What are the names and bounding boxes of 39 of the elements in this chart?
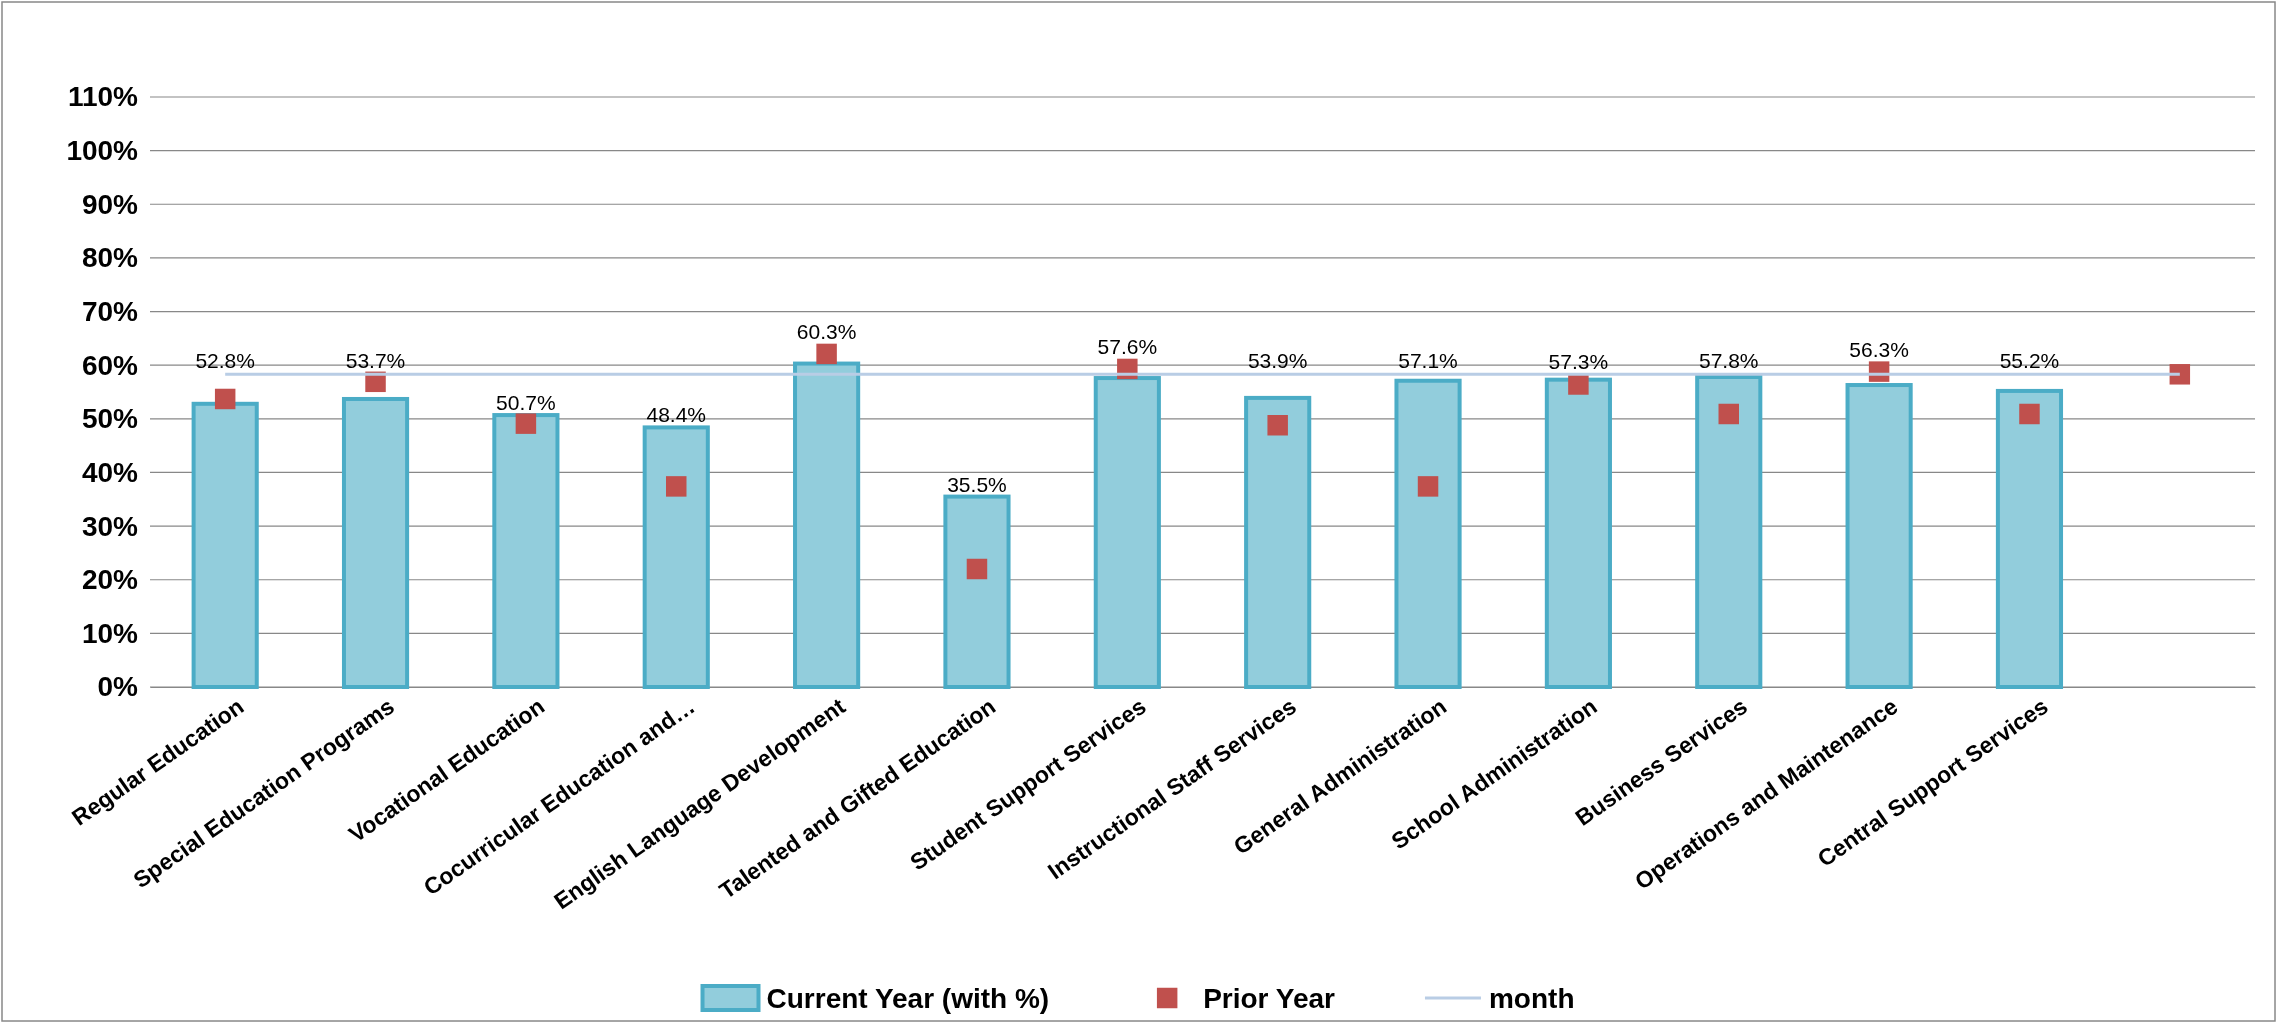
y-tick-label: 60% [81,349,139,381]
point [1417,476,1439,497]
point [2169,364,2191,385]
data-label: 35.5% [947,472,1007,496]
data-label: 57.8% [1698,349,1759,373]
y-tick-label: 10% [81,617,139,649]
point [816,343,837,365]
y-tick-label: 0% [97,671,139,703]
data-label: 52.8% [195,349,255,373]
y-tick-label: 50% [81,403,139,435]
data-label: 53.7% [345,349,406,373]
y-tick-label: 40% [81,456,139,488]
data-label: 57.6% [1097,334,1158,358]
y-tick-label: 30% [81,510,139,542]
y-tick-label: 20% [81,564,139,596]
data-label: 50.7% [496,391,556,415]
point [2019,403,2040,425]
point [1568,374,1589,395]
y-tick-label: 70% [81,296,139,328]
data-label: 55.2% [1999,349,2060,373]
legend-label: month [1488,983,1575,1014]
point [1267,415,1288,436]
point [1718,403,1739,425]
point [214,388,236,410]
data-label: 57.1% [1398,349,1458,373]
data-label: 60.3% [796,319,857,343]
y-tick-label: 100% [66,135,139,167]
legend-label: Current Year (with %) [766,983,1050,1014]
data-label: 48.4% [646,403,707,427]
y-tick-label: 110% [67,81,139,113]
point [966,558,988,580]
data-label: 53.9% [1247,349,1308,373]
y-tick-label: 80% [81,242,139,274]
legend-label: Prior Year [1203,983,1336,1014]
point [515,413,537,434]
y-tick-label: 90% [81,188,139,220]
data-label: 56.3% [1849,337,1909,361]
point [666,476,687,497]
data-label: 57.3% [1548,350,1609,374]
